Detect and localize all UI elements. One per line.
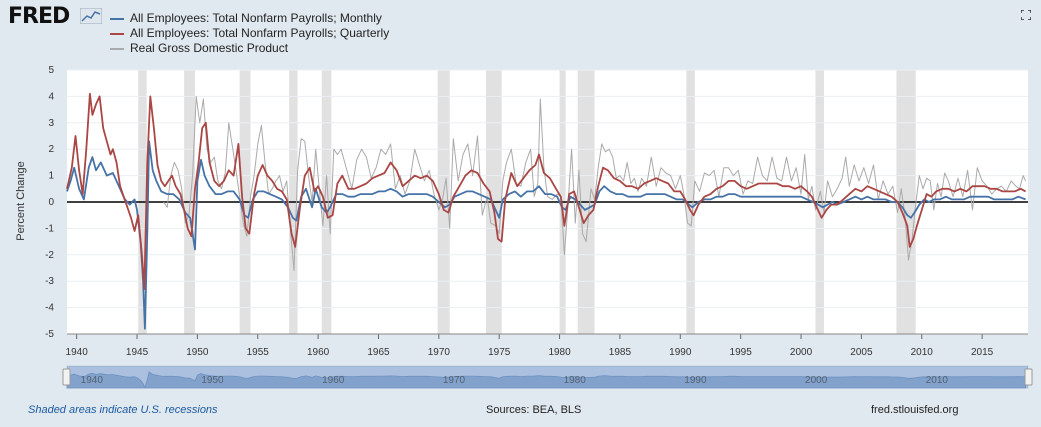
y-tick-label: 4	[48, 91, 54, 102]
navigator-handle-right[interactable]	[1024, 368, 1033, 386]
fred-url-link[interactable]: fred.stlouisfed.org	[871, 404, 959, 416]
y-tick-label: 5	[48, 65, 54, 76]
y-tick-label: -5	[45, 329, 54, 340]
legend-item-gdp[interactable]: Real Gross Domestic Product	[110, 41, 288, 55]
x-tick-label: 2005	[850, 347, 873, 358]
x-tick-label: 1965	[367, 347, 390, 358]
navigator-handle-left[interactable]	[62, 368, 71, 386]
y-axis-label: Percent Change	[15, 161, 27, 241]
recession-note[interactable]: Shaded areas indicate U.S. recessions	[28, 404, 218, 416]
x-tick-label: 1945	[126, 347, 149, 358]
y-tick-label: -3	[45, 276, 54, 287]
x-tick-label: 1980	[548, 347, 571, 358]
navigator-tick-label: 2000	[805, 375, 828, 386]
y-tick-label: 2	[48, 144, 54, 155]
navigator-tick-label: 1940	[81, 375, 104, 386]
series-line-0	[66, 140, 1026, 330]
y-tick-label: -1	[45, 223, 54, 234]
x-tick-label: 1975	[488, 347, 511, 358]
x-tick-label: 2015	[971, 347, 994, 358]
x-tick-label: 1960	[307, 347, 330, 358]
x-tick-label: 1940	[66, 347, 89, 358]
x-tick-label: 2010	[911, 347, 934, 358]
navigator-tick-label: 1950	[201, 375, 224, 386]
chart-line-icon	[80, 8, 102, 24]
x-tick-label: 1955	[247, 347, 270, 358]
legend-swatch-quarterly	[110, 32, 124, 35]
legend-label-monthly: All Employees: Total Nonfarm Payrolls; M…	[130, 11, 382, 25]
y-tick-label: -2	[45, 250, 54, 261]
y-tick-label: 3	[48, 118, 54, 129]
series-line-1	[66, 92, 1027, 291]
x-tick-label: 1985	[609, 347, 632, 358]
x-tick-label: 1990	[669, 347, 692, 358]
legend-swatch-monthly	[110, 17, 124, 20]
x-tick-label: 1995	[730, 347, 753, 358]
legend-item-monthly[interactable]: All Employees: Total Nonfarm Payrolls; M…	[110, 11, 382, 25]
x-tick-label: 2000	[790, 347, 813, 358]
legend-label-quarterly: All Employees: Total Nonfarm Payrolls; Q…	[130, 26, 390, 40]
x-tick-label: 1950	[186, 347, 209, 358]
navigator-tick-label: 1980	[564, 375, 587, 386]
x-tick-label: 1970	[428, 347, 451, 358]
legend-swatch-gdp	[110, 47, 124, 50]
navigator-tick-label: 1970	[443, 375, 466, 386]
y-tick-label: 1	[48, 171, 54, 182]
y-tick-label: 0	[48, 197, 54, 208]
y-tick-label: -4	[45, 303, 54, 314]
navigator-selection	[67, 366, 1028, 388]
navigator-tick-label: 1960	[322, 375, 345, 386]
legend-label-gdp: Real Gross Domestic Product	[130, 41, 289, 55]
sources-text: Sources: BEA, BLS	[486, 404, 582, 416]
legend-item-quarterly[interactable]: All Employees: Total Nonfarm Payrolls; Q…	[110, 26, 389, 40]
fred-logo: FRED	[8, 4, 70, 29]
navigator-tick-label: 1990	[684, 375, 707, 386]
navigator-tick-label: 2010	[926, 375, 949, 386]
